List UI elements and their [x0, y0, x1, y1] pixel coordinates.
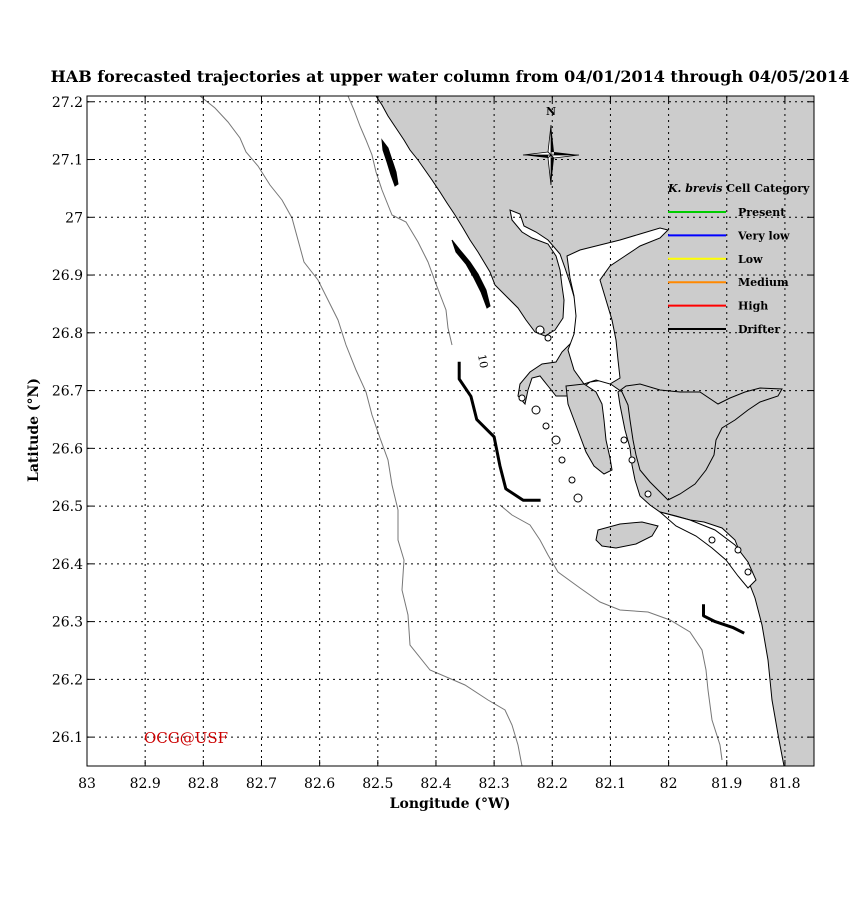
y-tick-label: 26.8: [52, 326, 83, 342]
x-tick-label: 82.7: [246, 776, 277, 792]
y-tick-label: 26.4: [52, 557, 83, 573]
legend-title-category: Cell Category: [722, 182, 810, 195]
legend-label: Medium: [738, 276, 789, 289]
legend-label: Present: [738, 206, 786, 219]
drifter-track: [457, 361, 541, 502]
y-tick-label: 26.2: [52, 672, 83, 688]
x-tick-label: 81.8: [769, 776, 800, 792]
land-sanibel-island: [595, 521, 659, 549]
x-axis-ticks: 83 82.9 82.8 82.7 82.6 82.5 82.4 82.3 82.2 82.1 82…: [78, 96, 801, 792]
compass-rose: N: [522, 105, 580, 186]
grid-lines: [87, 96, 814, 766]
x-tick-label: 82.6: [304, 776, 335, 792]
y-tick-label: 26.7: [52, 384, 83, 400]
x-tick-label: 82.9: [130, 776, 161, 792]
y-tick-label: 26.9: [52, 268, 83, 284]
plot-frame: [86, 95, 815, 767]
chart-title: HAB forecasted trajectories at upper wat…: [51, 67, 850, 86]
credit-label: OCG@USF: [144, 729, 228, 747]
x-tick-label: 82: [660, 776, 678, 792]
y-tick-label: 27: [65, 210, 83, 226]
contour-label: 10: [475, 353, 490, 369]
x-tick-label: 81.9: [711, 776, 742, 792]
x-tick-label: 82.3: [479, 776, 510, 792]
y-tick-label: 26.3: [52, 615, 83, 631]
legend-label: High: [738, 300, 768, 313]
y-tick-label: 27.2: [52, 95, 83, 111]
legend-label: Low: [738, 253, 763, 266]
x-tick-label: 83: [78, 776, 96, 792]
small-islands: [518, 325, 752, 576]
x-tick-label: 82.2: [537, 776, 568, 792]
x-tick-label: 82.1: [595, 776, 626, 792]
legend: K. brevis Cell Category Present Very low L…: [667, 182, 810, 336]
land-barrier-gasparilla: [451, 239, 491, 309]
bay-charlotte-harbor: [566, 227, 669, 385]
bathymetry-contours: [199, 96, 723, 766]
legend-title: K. brevis Cell Category: [667, 182, 810, 195]
compass-n-label: N: [546, 105, 556, 118]
drifter-track: [702, 604, 745, 635]
x-tick-label: 82.8: [188, 776, 219, 792]
y-tick-label: 26.5: [52, 499, 83, 515]
y-axis-label: Latitude (°N): [26, 378, 42, 482]
legend-title-species: K. brevis: [667, 182, 722, 195]
legend-label: Drifter: [738, 323, 780, 336]
y-tick-label: 26.1: [52, 730, 83, 746]
y-tick-label: 27.1: [52, 153, 83, 169]
y-axis-ticks: 26.1 26.2 26.3 26.4 26.5 26.6 26.7 26.8 26.9 27 27…: [52, 95, 814, 746]
drifter-tracks: [457, 361, 745, 635]
land-pine-island: [565, 383, 613, 475]
land-barrier-north: [381, 138, 399, 187]
x-tick-label: 82.4: [420, 776, 451, 792]
x-axis-label: Longitude (°W): [390, 796, 511, 812]
y-tick-label: 26.6: [52, 441, 83, 457]
plot-area: [87, 96, 814, 766]
legend-items: Present Very low Low Medium High Drifter: [668, 206, 790, 336]
x-tick-label: 82.5: [362, 776, 393, 792]
legend-label: Very low: [737, 229, 790, 242]
